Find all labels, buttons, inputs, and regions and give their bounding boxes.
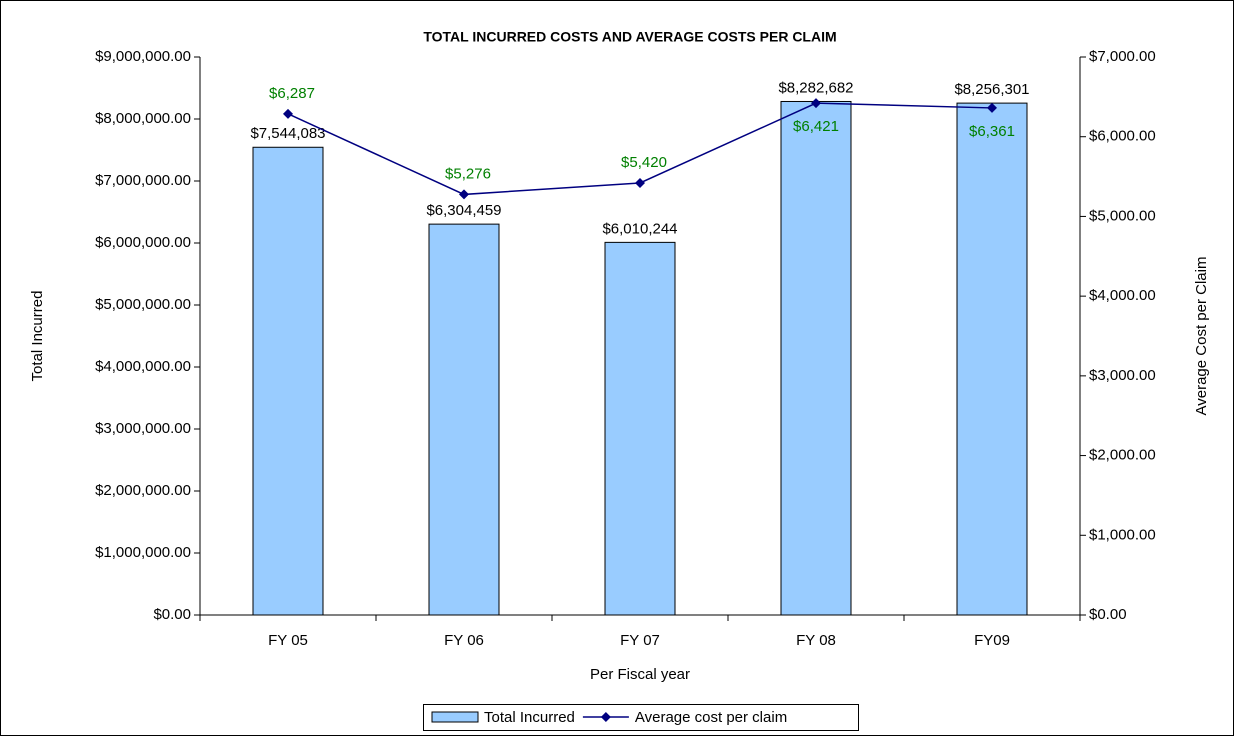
- bar: [780, 100, 852, 616]
- y2-tick-label: $4,000.00: [1089, 287, 1156, 304]
- line-marker: [811, 98, 821, 109]
- y2-tick-label: $7,000.00: [1089, 48, 1156, 65]
- y2-tick-label: $2,000.00: [1089, 447, 1156, 464]
- line-value-label: $5,420: [621, 154, 667, 171]
- y2-tick-label: $6,000.00: [1089, 128, 1156, 145]
- bar-value-label: $8,256,301: [954, 81, 1029, 98]
- x-tick-label: FY 07: [620, 632, 660, 649]
- x-tick-label: FY 06: [444, 632, 484, 649]
- bar-value-label: $6,304,459: [426, 202, 501, 219]
- bar: [252, 146, 324, 616]
- y2-tick-label: $5,000.00: [1089, 207, 1156, 224]
- y-tick-label: $4,000,000.00: [95, 358, 191, 375]
- x-tick-label: FY09: [974, 632, 1010, 649]
- y2-tick-label: $0.00: [1089, 606, 1127, 623]
- legend-box: [423, 704, 859, 731]
- y-tick-label: $7,000,000.00: [95, 172, 191, 189]
- y-tick-label: $5,000,000.00: [95, 296, 191, 313]
- y-tick-label: $0.00: [153, 606, 191, 623]
- legend-label: Average cost per claim: [635, 709, 787, 726]
- y2-tick-label: $3,000.00: [1089, 367, 1156, 384]
- bar: [604, 241, 676, 616]
- line-marker: [459, 189, 469, 200]
- legend-label: Total Incurred: [484, 709, 575, 726]
- line-value-label: $5,276: [445, 165, 491, 182]
- line-marker: [283, 108, 293, 119]
- y-tick-label: $8,000,000.00: [95, 110, 191, 127]
- line-value-label: $6,361: [969, 123, 1015, 140]
- bar-value-label: $7,544,083: [250, 125, 325, 142]
- y-tick-label: $9,000,000.00: [95, 48, 191, 65]
- line-value-label: $6,421: [793, 118, 839, 135]
- y2-tick-label: $1,000.00: [1089, 526, 1156, 543]
- x-tick-label: FY 08: [796, 632, 836, 649]
- y-tick-label: $3,000,000.00: [95, 420, 191, 437]
- y2-axis-title: Average Cost per Claim: [1193, 257, 1210, 416]
- y-tick-label: $6,000,000.00: [95, 234, 191, 251]
- line-marker: [635, 177, 645, 188]
- y-tick-label: $1,000,000.00: [95, 544, 191, 561]
- x-tick-label: FY 05: [268, 632, 308, 649]
- legend-marker: [600, 712, 611, 722]
- bar: [428, 223, 500, 616]
- line-marker: [987, 102, 997, 113]
- bar-value-label: $6,010,244: [602, 220, 677, 237]
- y-axis-title: Total Incurred: [29, 291, 46, 382]
- y-tick-label: $2,000,000.00: [95, 482, 191, 499]
- x-axis-title: Per Fiscal year: [590, 666, 690, 683]
- chart-title: TOTAL INCURRED COSTS AND AVERAGE COSTS P…: [423, 29, 836, 45]
- line-value-label: $6,287: [269, 85, 315, 102]
- legend-swatch: [431, 711, 479, 723]
- bar-value-label: $8,282,682: [778, 79, 853, 96]
- bar: [956, 102, 1028, 616]
